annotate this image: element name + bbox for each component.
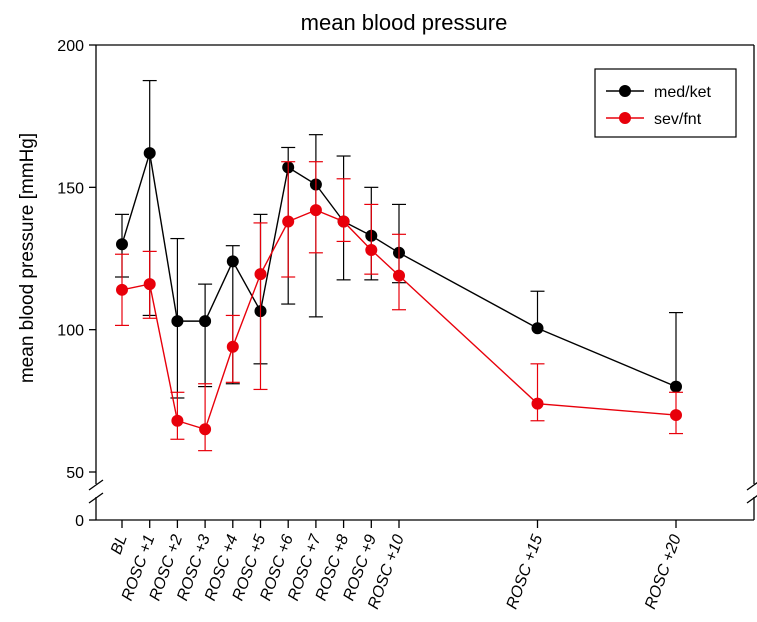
y-tick-label: 200 — [57, 38, 84, 55]
y-tick-label: 100 — [57, 323, 84, 340]
data-point — [531, 397, 544, 410]
data-point — [143, 147, 156, 160]
y-tick-label: 150 — [57, 180, 84, 197]
x-tick-label: BL — [108, 533, 131, 557]
data-point — [116, 283, 128, 296]
data-point — [171, 414, 184, 427]
data-point — [337, 215, 350, 228]
data-point — [365, 243, 378, 256]
data-point — [531, 322, 544, 335]
data-point — [143, 278, 156, 291]
legend-box — [594, 68, 737, 138]
legend-label: sev/fnt — [654, 111, 702, 128]
data-point — [199, 423, 212, 436]
chart-title: mean blood pressure — [301, 10, 508, 35]
y-axis-break-mark-upper — [88, 479, 104, 491]
data-point — [282, 215, 295, 228]
data-point — [226, 255, 239, 268]
right-axis-break-mark-upper — [746, 482, 757, 491]
data-point — [171, 315, 184, 328]
series-layer — [115, 79, 683, 452]
data-point — [116, 238, 128, 251]
legend-marker — [619, 112, 631, 124]
legend-marker — [619, 85, 631, 97]
legend-label: med/ket — [654, 84, 711, 101]
data-point — [670, 380, 682, 393]
x-tick-label: ROSC +20 — [642, 532, 685, 611]
data-point — [254, 268, 267, 281]
data-point — [393, 269, 405, 282]
series-1 — [115, 161, 683, 452]
data-point — [309, 204, 322, 217]
x-tick-label: ROSC +15 — [504, 532, 547, 611]
y-axis-label: mean blood pressure [mmHg] — [17, 133, 38, 383]
data-point — [670, 409, 682, 422]
legend: med/ket sev/fnt — [594, 68, 737, 138]
y-tick-label: 50 — [66, 465, 84, 482]
right-axis-break-mark-lower — [746, 495, 757, 504]
y-axis-break-mark-lower — [88, 492, 104, 504]
y-tick-label: 0 — [75, 513, 84, 530]
data-point — [199, 315, 212, 328]
data-point — [226, 340, 239, 353]
